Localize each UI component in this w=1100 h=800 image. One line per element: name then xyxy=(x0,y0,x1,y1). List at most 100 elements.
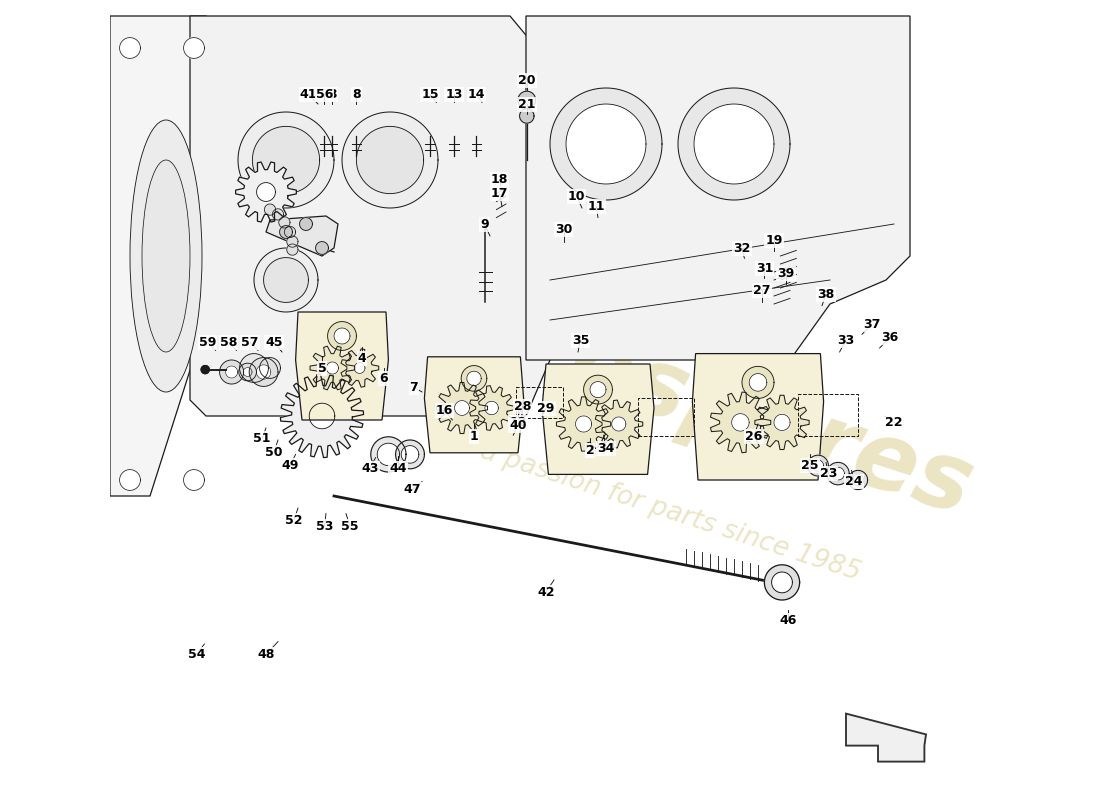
Text: 54: 54 xyxy=(188,648,205,661)
Polygon shape xyxy=(309,403,334,429)
Polygon shape xyxy=(371,437,406,472)
Polygon shape xyxy=(827,462,849,485)
Polygon shape xyxy=(252,126,320,194)
Text: 45: 45 xyxy=(265,336,283,349)
Polygon shape xyxy=(749,374,767,391)
Polygon shape xyxy=(774,414,790,430)
Bar xyxy=(638,398,694,436)
Polygon shape xyxy=(485,402,498,414)
Polygon shape xyxy=(266,216,338,256)
Ellipse shape xyxy=(130,120,202,392)
Polygon shape xyxy=(848,470,868,490)
Text: 39: 39 xyxy=(778,267,794,280)
Text: 3: 3 xyxy=(328,88,337,101)
Polygon shape xyxy=(377,443,399,466)
Polygon shape xyxy=(240,354,268,382)
Polygon shape xyxy=(354,362,365,374)
Polygon shape xyxy=(425,357,524,453)
Polygon shape xyxy=(287,244,298,255)
Text: 50: 50 xyxy=(265,446,283,458)
Text: 17: 17 xyxy=(491,187,508,200)
Polygon shape xyxy=(254,248,318,312)
Polygon shape xyxy=(238,112,334,208)
Polygon shape xyxy=(184,38,205,58)
Text: 29: 29 xyxy=(537,402,554,414)
Text: 37: 37 xyxy=(862,318,880,330)
Polygon shape xyxy=(341,349,378,387)
Polygon shape xyxy=(273,209,284,220)
Text: 47: 47 xyxy=(404,483,421,496)
Text: 7: 7 xyxy=(409,381,418,394)
Text: 14: 14 xyxy=(468,88,485,101)
Polygon shape xyxy=(239,363,256,381)
Polygon shape xyxy=(256,182,275,202)
Text: 42: 42 xyxy=(537,586,554,598)
Polygon shape xyxy=(694,104,774,184)
Polygon shape xyxy=(519,109,534,123)
Bar xyxy=(798,394,858,436)
Polygon shape xyxy=(287,236,298,247)
Text: 18: 18 xyxy=(491,173,508,186)
Polygon shape xyxy=(454,401,470,415)
Text: 58: 58 xyxy=(220,336,238,349)
Polygon shape xyxy=(310,346,354,390)
Polygon shape xyxy=(542,364,654,474)
Polygon shape xyxy=(120,38,141,58)
Polygon shape xyxy=(396,440,425,469)
Text: 30: 30 xyxy=(554,223,572,236)
Polygon shape xyxy=(557,397,611,451)
Polygon shape xyxy=(402,446,419,463)
Polygon shape xyxy=(518,91,536,109)
Polygon shape xyxy=(437,382,487,434)
Polygon shape xyxy=(278,217,290,228)
Polygon shape xyxy=(220,360,243,384)
Polygon shape xyxy=(771,572,792,593)
Text: 40: 40 xyxy=(509,419,527,432)
Text: 2: 2 xyxy=(585,444,594,457)
Polygon shape xyxy=(342,112,438,208)
Text: 52: 52 xyxy=(285,514,303,526)
Polygon shape xyxy=(356,126,424,194)
Polygon shape xyxy=(190,16,550,416)
Polygon shape xyxy=(226,366,238,378)
Text: 22: 22 xyxy=(886,416,903,429)
Polygon shape xyxy=(256,365,271,379)
Text: 57: 57 xyxy=(241,336,258,349)
Polygon shape xyxy=(466,371,481,386)
Polygon shape xyxy=(201,366,209,374)
Text: 48: 48 xyxy=(257,648,275,661)
Text: 36: 36 xyxy=(881,331,899,344)
Text: 24: 24 xyxy=(845,475,862,488)
Polygon shape xyxy=(732,414,749,431)
Text: 33: 33 xyxy=(837,334,855,346)
Polygon shape xyxy=(470,386,514,430)
Polygon shape xyxy=(692,354,824,480)
Polygon shape xyxy=(110,16,230,496)
Polygon shape xyxy=(807,455,828,476)
Text: 6: 6 xyxy=(379,372,388,385)
Text: 9: 9 xyxy=(480,218,488,230)
Text: eurospares: eurospares xyxy=(387,264,984,536)
Polygon shape xyxy=(566,104,646,184)
Text: 11: 11 xyxy=(587,200,605,213)
Text: 34: 34 xyxy=(597,442,615,454)
Polygon shape xyxy=(260,358,280,378)
Polygon shape xyxy=(296,312,388,420)
Polygon shape xyxy=(279,226,293,238)
Polygon shape xyxy=(328,322,356,350)
Text: 55: 55 xyxy=(341,520,359,533)
Text: 49: 49 xyxy=(282,459,299,472)
Polygon shape xyxy=(584,375,613,404)
Polygon shape xyxy=(299,218,312,230)
Text: 8: 8 xyxy=(352,88,361,101)
Text: 12: 12 xyxy=(509,416,527,429)
Polygon shape xyxy=(120,470,141,490)
Polygon shape xyxy=(334,328,350,344)
Polygon shape xyxy=(711,392,771,453)
Polygon shape xyxy=(813,460,824,471)
Text: 53: 53 xyxy=(316,520,333,533)
Text: 51: 51 xyxy=(253,432,271,445)
Text: 19: 19 xyxy=(766,234,783,246)
Text: 1: 1 xyxy=(470,430,478,442)
Polygon shape xyxy=(280,374,364,458)
